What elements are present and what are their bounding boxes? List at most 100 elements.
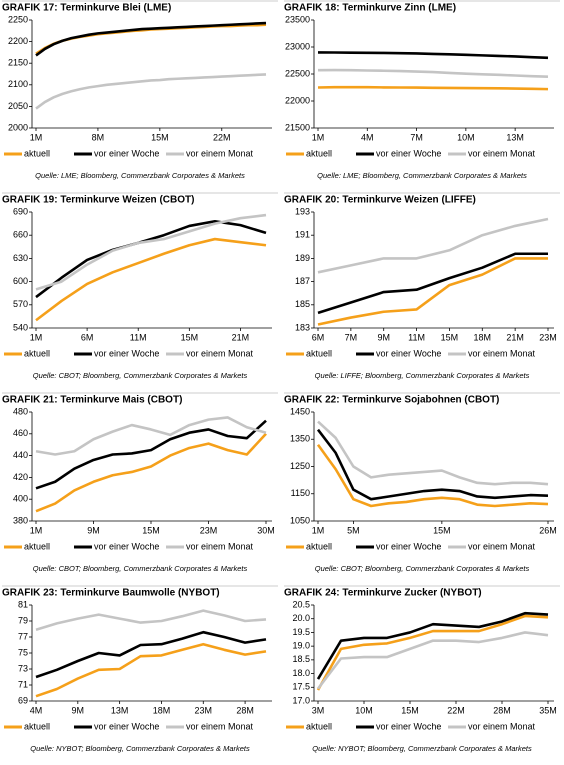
x-tick-label: 35M [539,705,557,715]
series-line [35,432,267,513]
x-tick-label: 13M [111,705,129,715]
x-tick-label: 18M [153,705,171,715]
source-note: Quelle: LME; Bloomberg, Commerzbank Corp… [317,171,527,180]
legend-label: vor einer Woche [376,348,441,358]
y-tick-label: 2150 [8,58,28,68]
x-tick-label: 21M [232,332,250,342]
legend-label: aktuell [306,148,332,158]
y-tick-label: 2000 [8,122,28,132]
y-tick-label: 2050 [8,101,28,111]
y-tick-label: 17.0 [292,695,310,705]
y-tick-label: 2200 [8,36,28,46]
y-tick-label: 660 [13,230,28,240]
series-line [35,609,267,632]
y-tick-label: 1050 [290,515,310,525]
chart-title: GRAFIK 23: Terminkurve Baumwolle (NYBOT) [2,588,220,599]
y-tick-label: 69 [18,695,28,705]
legend-label: aktuell [306,348,332,358]
y-tick-label: 1250 [290,461,310,471]
y-tick-label: 570 [13,299,28,309]
legend-label: vor einem Monat [186,541,254,551]
x-tick-label: 4M [361,132,374,142]
legend-label: vor einer Woche [94,348,159,358]
x-tick-label: 9M [72,705,85,715]
x-tick-label: 26M [539,525,557,535]
series-line [35,416,267,456]
legend-label: vor einer Woche [376,721,441,731]
chart-title: GRAFIK 22: Terminkurve Sojabohnen (CBOT) [284,395,499,406]
y-tick-label: 540 [13,322,28,332]
legend-label: aktuell [24,721,50,731]
x-tick-label: 15M [151,132,169,142]
y-tick-label: 81 [18,599,28,609]
series-line [35,73,267,110]
y-tick-label: 20.0 [292,613,310,623]
y-tick-label: 77 [18,631,28,641]
y-tick-label: 420 [13,472,28,482]
series-line [316,614,549,691]
y-tick-label: 2250 [8,14,28,24]
y-tick-label: 71 [18,679,28,689]
x-tick-label: 8M [92,132,105,142]
series-line [316,443,549,508]
x-tick-label: 6M [312,332,325,342]
x-tick-label: 1M [30,332,43,342]
x-tick-label: 3M [312,705,325,715]
x-tick-label: 22M [213,132,231,142]
legend-label: vor einer Woche [94,721,159,731]
y-tick-label: 191 [295,230,310,240]
x-tick-label: 1M [30,525,43,535]
y-tick-label: 600 [13,276,28,286]
source-note: Quelle: NYBOT; Bloomberg, Commerzbank Co… [30,744,250,753]
x-tick-label: 4M [30,705,43,715]
series-line [317,85,549,91]
x-tick-label: 9M [377,332,390,342]
x-tick-label: 22M [447,705,465,715]
legend-label: aktuell [306,721,332,731]
y-tick-label: 1150 [291,488,310,498]
y-tick-label: 22000 [285,95,310,105]
series-line [35,213,267,291]
x-tick-label: 15M [142,525,160,535]
x-tick-label: 23M [539,332,557,342]
series-line [35,219,267,299]
series-line [317,217,549,274]
y-tick-label: 380 [13,515,28,525]
y-tick-label: 79 [18,615,28,625]
y-tick-label: 2100 [8,79,28,89]
x-tick-label: 1M [30,132,43,142]
x-tick-label: 7M [410,132,423,142]
x-tick-label: 15M [181,332,199,342]
legend-label: vor einer Woche [94,148,159,158]
legend-label: vor einer Woche [376,541,441,551]
series-line [316,611,549,680]
legend-label: vor einem Monat [468,148,536,158]
y-tick-label: 21500 [285,122,310,132]
legend-label: aktuell [24,148,50,158]
legend-label: aktuell [24,541,50,551]
series-line [35,419,267,490]
chart-title: GRAFIK 18: Terminkurve Zinn (LME) [284,3,456,14]
legend-label: vor einem Monat [468,348,536,358]
x-tick-label: 9M [87,525,100,535]
source-note: Quelle: LME; Bloomberg, Commerzbank Corp… [35,171,245,180]
y-tick-label: 19.5 [292,627,310,637]
source-note: Quelle: NYBOT; Bloomberg, Commerzbank Co… [312,744,532,753]
x-tick-label: 5M [347,525,360,535]
y-tick-label: 440 [13,450,28,460]
y-tick-label: 18.5 [292,654,310,664]
series-line [35,237,267,322]
x-tick-label: 23M [200,525,218,535]
legend-label: vor einem Monat [468,721,536,731]
series-line [35,21,267,57]
x-tick-label: 15M [433,525,451,535]
series-line [316,631,549,690]
x-tick-label: 10M [457,132,475,142]
source-note: Quelle: CBOT; Bloomberg, Commerzbank Cor… [315,564,530,573]
y-tick-label: 17.5 [292,682,310,692]
series-line [317,252,548,315]
y-tick-label: 18.0 [292,668,310,678]
x-tick-label: 15M [401,705,419,715]
chart-title: GRAFIK 21: Terminkurve Mais (CBOT) [2,395,182,406]
chart-title: GRAFIK 20: Terminkurve Weizen (LIFFE) [284,195,476,206]
